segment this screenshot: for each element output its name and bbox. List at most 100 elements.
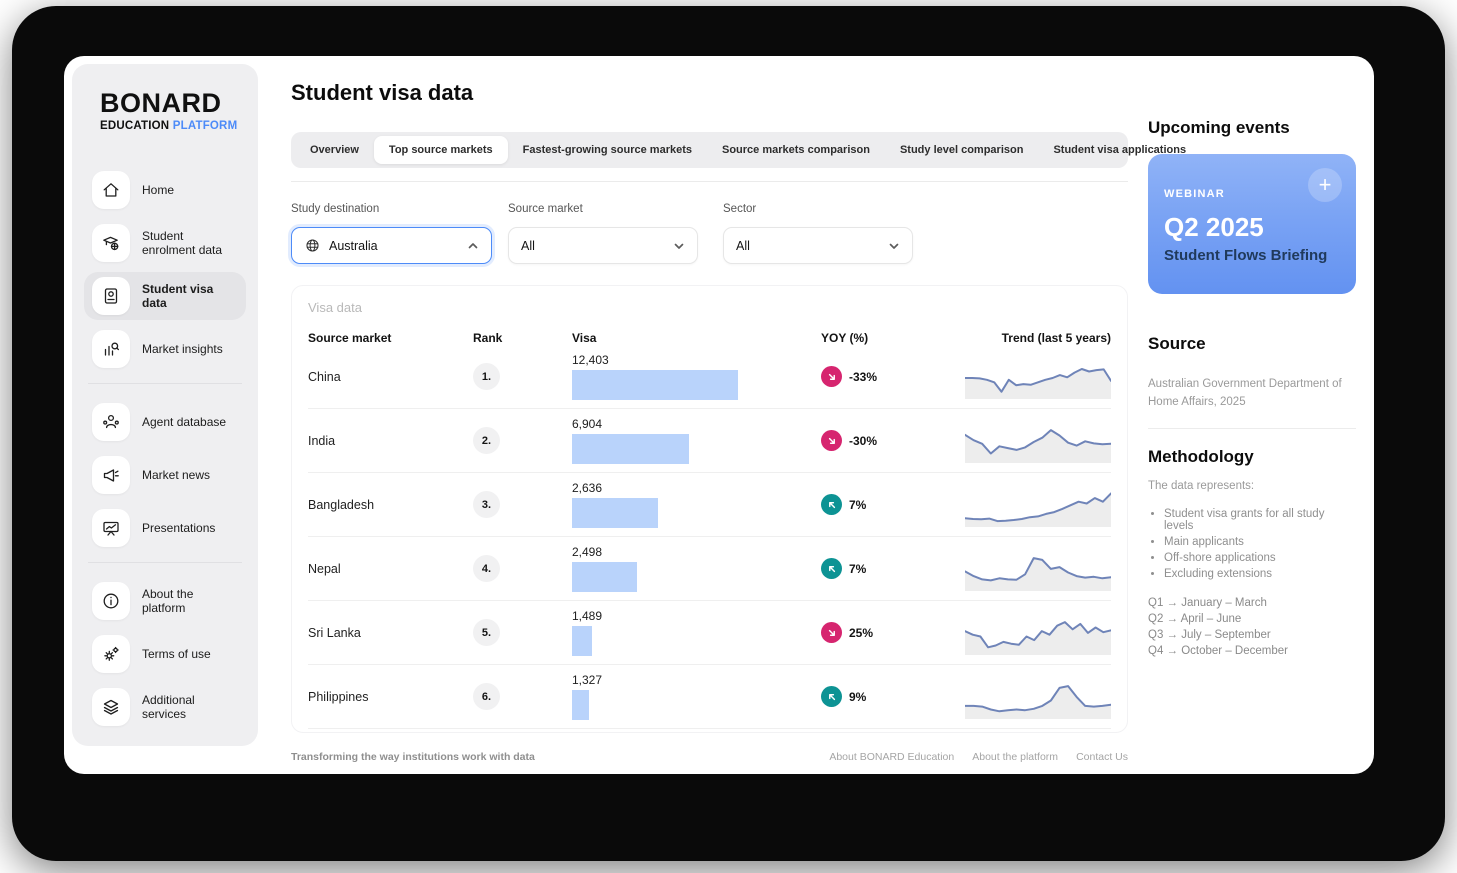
methodology-bullet: Off-shore applications [1164, 552, 1356, 564]
sidebar-divider [88, 383, 242, 384]
logo-subtitle: EDUCATION PLATFORM [100, 120, 258, 132]
footer-link-contact-us[interactable]: Contact Us [1076, 751, 1128, 763]
table-row-bangladesh: Bangladesh 3. 2,636 7% [308, 473, 1111, 537]
quarter-line: Q3 → July – September [1148, 628, 1271, 641]
rank-badge: 5. [473, 619, 500, 646]
sidebar-item-additional-services[interactable]: Additional services [84, 683, 246, 731]
visa-bar [572, 626, 592, 656]
tab-top-source-markets[interactable]: Top source markets [373, 136, 508, 164]
sidebar-item-market-insights[interactable]: Market insights [84, 325, 246, 373]
table-row-philippines: Philippines 6. 1,327 9% [308, 665, 1111, 729]
tab-student-visa-applications[interactable]: Student visa applications [1053, 144, 1187, 156]
quarter-line: Q2 → April – June [1148, 612, 1242, 625]
sidebar-item-terms-of-use[interactable]: Terms of use [84, 630, 246, 678]
about-icon [92, 582, 130, 620]
arrow-down-right-icon [821, 366, 842, 387]
visa-bar [572, 434, 689, 464]
visa-data-card: Visa data Source market Rank Visa YOY (%) Tr… [291, 285, 1128, 733]
yoy-value: 7% [849, 561, 867, 576]
sidebar-item-agent-database[interactable]: Agent database [84, 398, 246, 446]
visa-cell: 2,498 [572, 545, 821, 592]
sidebar-item-label: Agent database [142, 415, 227, 429]
visa-cell: 2,636 [572, 481, 821, 528]
logo-subtitle-platform: PLATFORM [172, 120, 238, 132]
visa-bar [572, 562, 637, 592]
sidebar-item-student-enrolment-data[interactable]: Student enrolment data [84, 219, 246, 267]
sidebar-item-presentations[interactable]: Presentations [84, 504, 246, 552]
main-content: Student visa data Overview Top source mar… [291, 56, 1186, 774]
methodology-bullet: Excluding extensions [1164, 568, 1356, 580]
insights-icon [92, 330, 130, 368]
webinar-event-card[interactable]: WEBINAR + Q2 2025 Student Flows Briefing [1148, 154, 1356, 294]
tab-strip: Overview Top source markets Fastest-growin… [291, 132, 1186, 168]
visa-cell: 1,489 [572, 609, 821, 656]
footer-link-about-bonard-education[interactable]: About BONARD Education [829, 751, 955, 763]
trend-sparkline [965, 547, 1111, 591]
yoy-cell: 9% [821, 686, 928, 707]
visa-data-card-title: Visa data [308, 300, 362, 315]
rank-badge: 1. [473, 363, 500, 390]
home-icon [92, 171, 130, 209]
methodology-heading: Methodology [1148, 446, 1254, 466]
source-market-cell: Nepal [308, 561, 341, 576]
sidebar-item-student-visa-data[interactable]: Student visa data [84, 272, 246, 320]
filter-source-market: Source market All [508, 203, 698, 264]
yoy-value: -33% [849, 369, 878, 384]
sidebar-item-label: Market insights [142, 342, 223, 356]
tab-overview[interactable]: Overview [310, 144, 359, 156]
chevron-up-icon [467, 240, 479, 252]
right-rail: Upcoming events WEBINAR + Q2 2025 Studen… [1148, 56, 1356, 774]
visa-value: 12,403 [572, 353, 609, 367]
tab-fastest-growing-source-markets[interactable]: Fastest-growing source markets [522, 144, 692, 156]
presentations-icon [92, 509, 130, 547]
visa-value: 1,489 [572, 609, 603, 623]
trend-sparkline [965, 483, 1111, 527]
yoy-cell: -33% [821, 366, 928, 387]
visa-value: 2,498 [572, 545, 603, 559]
methodology-bullet: Student visa grants for all study levels [1164, 508, 1356, 532]
sector-select[interactable]: All [723, 227, 913, 264]
sidebar-item-label: Student visa data [142, 282, 214, 310]
event-subtitle: Student Flows Briefing [1164, 247, 1328, 264]
column-header-yoy: YOY (%) [821, 331, 869, 345]
rank-badge: 2. [473, 427, 500, 454]
event-tag: WEBINAR [1164, 188, 1225, 200]
sidebar-item-label: Home [142, 183, 175, 197]
source-market-select[interactable]: All [508, 227, 698, 264]
source-market-cell: Sri Lanka [308, 625, 361, 640]
select-value: All [521, 238, 535, 253]
rank-cell: 6. [473, 683, 572, 710]
bonard-logo: BONARD EDUCATION PLATFORM [72, 64, 258, 133]
visa-value: 2,636 [572, 481, 603, 495]
source-market-cell: India [308, 433, 336, 448]
news-icon [92, 456, 130, 494]
tab-source-markets-comparison[interactable]: Source markets comparison [722, 144, 870, 156]
quarter-line: Q4 → October – December [1148, 644, 1288, 657]
rank-badge: 6. [473, 683, 500, 710]
visa-bar [572, 690, 589, 720]
study-destination-select[interactable]: Australia [291, 227, 492, 264]
sidebar-item-home[interactable]: Home [84, 166, 246, 214]
footer: Transforming the way institutions work w… [291, 751, 1128, 763]
sidebar-item-label: Terms of use [142, 647, 211, 661]
sidebar-item-market-news[interactable]: Market news [84, 451, 246, 499]
visa-cell: 6,904 [572, 417, 821, 464]
chevron-down-icon [888, 240, 900, 252]
table-row-sri-lanka: Sri Lanka 5. 1,489 25% [308, 601, 1111, 665]
enrolment-icon [92, 224, 130, 262]
footer-link-about-the-platform[interactable]: About the platform [972, 751, 1059, 763]
table-header-row: Source market Rank Visa YOY (%) Trend (last … [308, 331, 1111, 345]
tab-study-level-comparison[interactable]: Study level comparison [899, 144, 1024, 156]
app-window: BONARD EDUCATION PLATFORM Home Student en… [64, 56, 1374, 774]
trend-sparkline [965, 419, 1111, 463]
select-value: Australia [329, 238, 378, 253]
visa-value: 1,327 [572, 673, 603, 687]
filter-label: Study destination [291, 203, 380, 215]
sidebar-item-about-the-platform[interactable]: About the platform [84, 577, 246, 625]
column-header-rank: Rank [473, 331, 503, 345]
plus-icon[interactable]: + [1308, 168, 1342, 202]
table-row-china: China 1. 12,403 -33% [308, 345, 1111, 409]
table-row-india: India 2. 6,904 -30% [308, 409, 1111, 473]
arrow-down-right-icon [821, 622, 842, 643]
quarter-definitions: Q1 → January – March Q2 → April – June Q3 … [1148, 597, 1356, 657]
